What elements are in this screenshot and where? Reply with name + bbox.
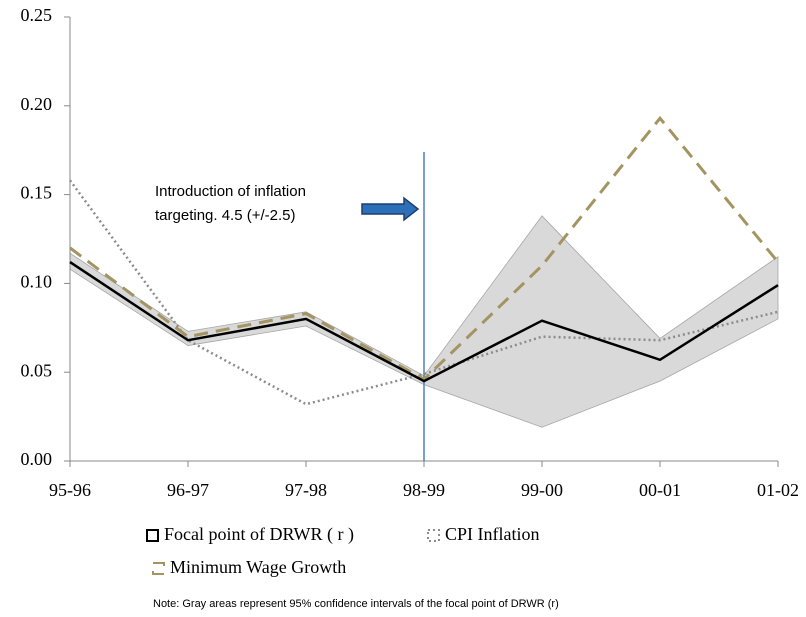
- plot-area: 0.00 0.05 0.10 0.15 0.20 0.25 95-96 96-97 97-98 9…: [21, 5, 800, 500]
- series-line: [69, 115, 780, 382]
- x-tick-label: 96-97: [167, 480, 209, 500]
- y-tick-label: 0.20: [21, 94, 53, 114]
- legend-label: CPI Inflation: [445, 524, 540, 544]
- annotation-text: targeting. 4.5 (+/-2.5): [155, 207, 296, 224]
- y-tick-label: 0.05: [21, 360, 53, 380]
- legend-label: Minimum Wage Growth: [170, 557, 346, 577]
- x-tick-label: 01-02: [757, 480, 799, 500]
- x-tick-label: 98-99: [403, 480, 445, 500]
- y-tick-label: 0.00: [21, 449, 53, 469]
- y-tick-label: 0.10: [21, 272, 53, 292]
- legend-label: Focal point of DRWR ( r ): [164, 524, 354, 545]
- series-line: [68, 179, 779, 406]
- legend-swatch: [146, 529, 159, 542]
- series-line: [69, 261, 779, 383]
- y-tick-label: 0.25: [21, 5, 53, 25]
- annotation-text: Introduction of inflation: [155, 183, 306, 200]
- legend-swatch: [152, 562, 165, 575]
- annotation-arrow: [361, 196, 420, 222]
- x-tick-label: 95-96: [49, 480, 91, 500]
- x-tick-label: 00-01: [639, 480, 681, 500]
- legend-swatch: [427, 529, 440, 542]
- x-tick-label: 97-98: [285, 480, 327, 500]
- confidence-band: [69, 215, 779, 428]
- note: Note: Gray areas represent 95% confidenc…: [153, 598, 559, 610]
- x-tick-label: 99-00: [521, 480, 563, 500]
- y-tick-label: 0.15: [21, 183, 53, 203]
